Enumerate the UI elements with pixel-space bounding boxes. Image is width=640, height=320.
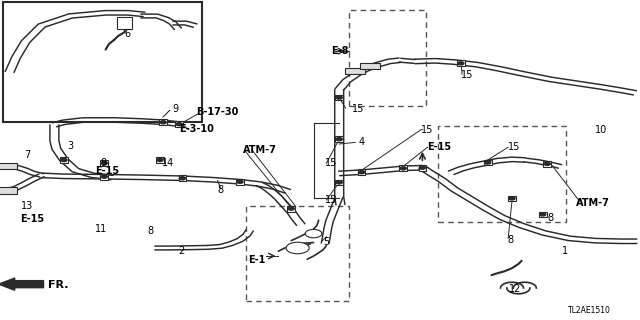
Text: 4: 4 bbox=[358, 137, 365, 148]
Bar bbox=[360, 63, 380, 69]
Text: 15: 15 bbox=[325, 158, 337, 168]
Bar bbox=[156, 157, 164, 163]
Circle shape bbox=[458, 62, 464, 65]
Text: E-15: E-15 bbox=[20, 214, 45, 224]
FancyArrow shape bbox=[0, 278, 44, 290]
Bar bbox=[335, 95, 343, 100]
Bar bbox=[543, 161, 551, 167]
Bar bbox=[419, 165, 426, 171]
Text: 8: 8 bbox=[548, 212, 554, 223]
Bar bbox=[175, 121, 183, 127]
Circle shape bbox=[176, 123, 182, 126]
Text: 15: 15 bbox=[461, 70, 473, 80]
Bar bbox=[0, 187, 17, 194]
Text: 10: 10 bbox=[595, 124, 607, 135]
Text: 15: 15 bbox=[421, 124, 433, 135]
Text: 8: 8 bbox=[147, 226, 154, 236]
Text: 9: 9 bbox=[100, 158, 107, 168]
Bar bbox=[349, 10, 426, 106]
Text: 11: 11 bbox=[95, 224, 107, 234]
Text: ATM-7: ATM-7 bbox=[243, 145, 277, 156]
Text: 9: 9 bbox=[173, 104, 179, 114]
Circle shape bbox=[336, 96, 342, 99]
Circle shape bbox=[101, 162, 108, 165]
Text: 1: 1 bbox=[562, 246, 568, 256]
Circle shape bbox=[61, 158, 67, 162]
Circle shape bbox=[286, 242, 309, 254]
Text: 5: 5 bbox=[323, 236, 330, 247]
Circle shape bbox=[160, 121, 166, 124]
Circle shape bbox=[358, 171, 365, 174]
Text: 7: 7 bbox=[24, 150, 31, 160]
Bar bbox=[100, 174, 108, 180]
Bar bbox=[457, 60, 465, 66]
Text: E-3-10: E-3-10 bbox=[179, 124, 214, 134]
Text: 8: 8 bbox=[218, 185, 224, 196]
Text: 15: 15 bbox=[352, 104, 364, 114]
Text: ATM-7: ATM-7 bbox=[576, 198, 610, 208]
Bar bbox=[236, 179, 244, 185]
Bar bbox=[287, 206, 295, 212]
Bar bbox=[3, 2, 202, 122]
Text: E-15: E-15 bbox=[428, 142, 452, 152]
Bar bbox=[335, 136, 343, 142]
Circle shape bbox=[237, 180, 243, 183]
Circle shape bbox=[400, 167, 406, 170]
Text: E-15: E-15 bbox=[95, 166, 119, 176]
Bar bbox=[508, 196, 516, 201]
Bar bbox=[246, 206, 349, 301]
Circle shape bbox=[179, 177, 186, 180]
Text: 13: 13 bbox=[20, 201, 33, 212]
Circle shape bbox=[288, 207, 294, 210]
Text: TL2AE1510: TL2AE1510 bbox=[568, 306, 611, 315]
Circle shape bbox=[101, 175, 108, 178]
Text: 6: 6 bbox=[125, 28, 131, 39]
Text: 15: 15 bbox=[508, 142, 520, 152]
Bar bbox=[117, 17, 132, 29]
Text: B-17-30: B-17-30 bbox=[196, 107, 239, 117]
Text: 3: 3 bbox=[67, 140, 74, 151]
Circle shape bbox=[157, 158, 163, 162]
Circle shape bbox=[509, 197, 515, 200]
Bar bbox=[335, 180, 343, 185]
Text: 8: 8 bbox=[508, 235, 514, 245]
Circle shape bbox=[484, 161, 491, 164]
Bar bbox=[60, 157, 68, 163]
Circle shape bbox=[336, 138, 342, 141]
Bar bbox=[358, 169, 365, 175]
Bar bbox=[438, 126, 566, 222]
Text: 14: 14 bbox=[162, 158, 174, 168]
Circle shape bbox=[419, 166, 426, 169]
Bar bbox=[345, 68, 365, 74]
Bar bbox=[179, 175, 186, 181]
Circle shape bbox=[336, 181, 342, 184]
Circle shape bbox=[544, 162, 550, 165]
Bar bbox=[100, 160, 108, 166]
Bar bbox=[159, 119, 167, 125]
Text: 15: 15 bbox=[325, 195, 337, 205]
Bar bbox=[0, 163, 17, 169]
Text: 2: 2 bbox=[178, 246, 184, 256]
Text: 12: 12 bbox=[509, 284, 521, 294]
Text: E-8: E-8 bbox=[332, 46, 349, 56]
Circle shape bbox=[305, 229, 322, 238]
Bar bbox=[399, 165, 407, 171]
Circle shape bbox=[540, 213, 546, 216]
Text: FR.: FR. bbox=[48, 280, 68, 290]
Text: E-1: E-1 bbox=[248, 255, 266, 265]
Bar bbox=[484, 160, 492, 165]
Bar bbox=[539, 212, 547, 217]
